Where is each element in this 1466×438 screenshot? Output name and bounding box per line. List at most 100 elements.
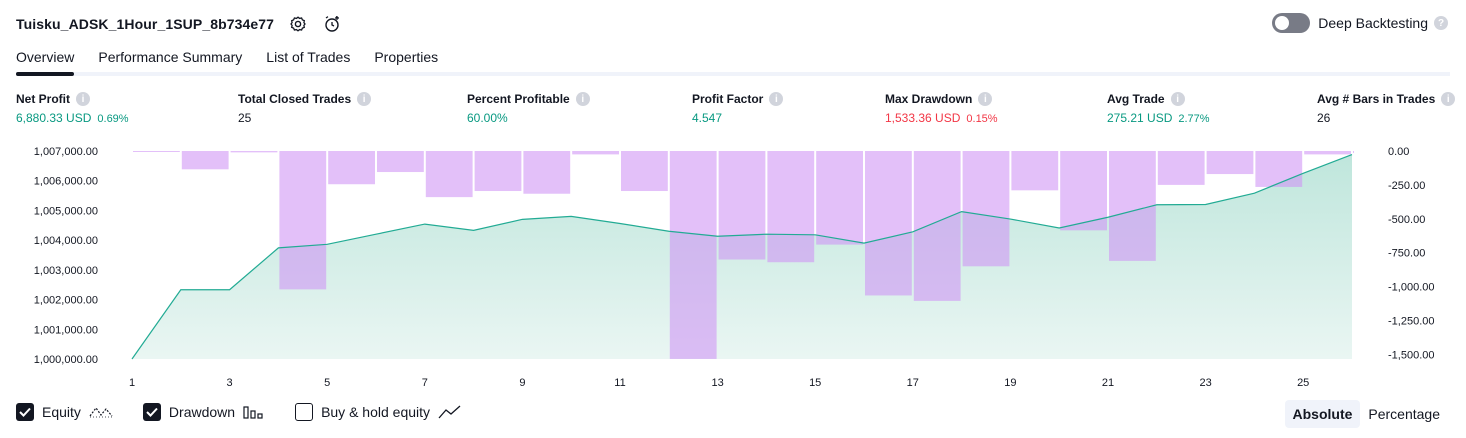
- x-axis-tick-label: 9: [519, 377, 525, 389]
- tab-overview[interactable]: Overview: [16, 44, 75, 76]
- tab-performance-summary[interactable]: Performance Summary: [98, 49, 243, 65]
- x-axis-tick-label: 1: [129, 377, 135, 389]
- x-axis-tick-label: 11: [614, 377, 625, 389]
- legend-label: Buy & hold equity: [321, 404, 431, 420]
- legend-label: Drawdown: [168, 404, 236, 420]
- x-axis-tick-label: 3: [227, 377, 233, 389]
- metric-percent: 0.15%: [966, 113, 998, 125]
- metric-value: 60.00%: [467, 111, 508, 125]
- metric-profit-factor: Profit Factor i 4.547: [692, 92, 784, 125]
- info-icon[interactable]: i: [76, 92, 90, 106]
- drawdown-bar: [230, 151, 278, 153]
- drawdown-bar: [1304, 151, 1351, 155]
- metric-label: Max Drawdown: [885, 92, 973, 106]
- drawdown-bar: [425, 151, 473, 198]
- legend-equity[interactable]: Equity: [16, 403, 113, 421]
- right-axis-tick-label: -1,500.00: [1388, 349, 1434, 361]
- x-axis-tick-label: 5: [324, 377, 330, 389]
- left-axis-tick-label: 1,001,000.00: [34, 324, 98, 336]
- drawdown-bars-icon: [243, 404, 265, 420]
- x-axis-tick-label: 19: [1004, 377, 1016, 389]
- drawdown-bar: [865, 151, 912, 296]
- legend-label: Equity: [42, 404, 81, 420]
- metric-avg-trade: Avg Trade i 275.21 USD 2.77%: [1107, 92, 1210, 125]
- equity-drawdown-chart: 1,000,000.00 1,001,000.00 1,002,000.00 1,00…: [34, 146, 1435, 389]
- x-axis-tick-label: 25: [1297, 377, 1309, 389]
- strategy-title: Tuisku_ADSK_1Hour_1SUP_8b734e77: [16, 16, 275, 32]
- metric-max-drawdown: Max Drawdown i 1,533.36 USD 0.15%: [885, 92, 998, 125]
- metric-value: 25: [238, 111, 252, 125]
- x-axis-tick-label: 13: [711, 377, 723, 389]
- tab-properties[interactable]: Properties: [374, 49, 439, 65]
- drawdown-bar: [328, 151, 375, 185]
- metric-value: 1,533.36 USD: [885, 111, 961, 125]
- right-axis-tick-label: -750.00: [1388, 248, 1425, 260]
- right-axis-tick-label: -1,000.00: [1388, 282, 1434, 294]
- left-axis-tick-label: 1,004,000.00: [34, 235, 98, 247]
- drawdown-bar: [572, 151, 619, 155]
- drawdown-bar: [474, 151, 522, 192]
- info-icon[interactable]: i: [1441, 92, 1456, 106]
- drawdown-bar: [523, 151, 571, 194]
- info-icon[interactable]: i: [357, 92, 372, 106]
- drawdown-bar: [816, 151, 863, 245]
- metric-label: Avg Trade: [1107, 92, 1165, 106]
- settings-icon[interactable]: [288, 14, 308, 34]
- left-axis-tick-label: 1,000,000.00: [34, 354, 98, 366]
- x-axis-tick-label: 23: [1199, 377, 1211, 389]
- x-axis-tick-label: 21: [1102, 377, 1114, 389]
- mode-percentage-button[interactable]: Percentage: [1368, 406, 1440, 422]
- metrics-row: Net Profit i 6,880.33 USD 0.69% Total Clos…: [16, 92, 1456, 132]
- toggle-knob: [1275, 16, 1290, 30]
- x-axis-tick-label: 15: [809, 377, 821, 389]
- buy-hold-line-icon: [438, 404, 462, 420]
- drawdown-bar: [767, 151, 815, 263]
- metric-value: 275.21 USD: [1107, 111, 1173, 125]
- metric-net-profit: Net Profit i 6,880.33 USD 0.69%: [16, 92, 129, 125]
- drawdown-bar: [181, 151, 229, 170]
- left-axis-tick-label: 1,007,000.00: [34, 146, 98, 158]
- mode-absolute-button[interactable]: Absolute: [1284, 400, 1361, 428]
- metric-total-closed-trades: Total Closed Trades i 25: [238, 92, 372, 125]
- tab-bar: Overview Performance Summary List of Tra…: [16, 44, 1450, 76]
- tab-list-of-trades[interactable]: List of Trades: [266, 49, 351, 65]
- drawdown-bar: [669, 151, 717, 359]
- left-axis-tick-label: 1,005,000.00: [34, 205, 98, 217]
- right-axis-tick-label: -1,250.00: [1388, 316, 1434, 328]
- info-icon[interactable]: i: [575, 92, 590, 106]
- deep-backtesting-toggle[interactable]: [1272, 13, 1311, 33]
- info-icon[interactable]: i: [769, 92, 784, 106]
- drawdown-bar: [1011, 151, 1059, 191]
- drawdown-bar: [1353, 151, 1354, 154]
- chart-legend: Equity Drawdown Buy & hold equity: [16, 403, 492, 421]
- drawdown-bar: [1157, 151, 1205, 185]
- left-axis-tick-label: 1,006,000.00: [34, 176, 98, 188]
- metric-label: Total Closed Trades: [238, 92, 352, 106]
- header: Tuisku_ADSK_1Hour_1SUP_8b734e77: [16, 12, 342, 36]
- metric-label: Net Profit: [16, 92, 70, 106]
- metric-percent: 0.69%: [97, 113, 129, 125]
- info-icon[interactable]: i: [978, 92, 993, 106]
- equity-line: [131, 154, 1353, 360]
- help-icon[interactable]: ?: [1434, 16, 1448, 30]
- drawdown-bar: [279, 151, 327, 290]
- drawdown-bar: [962, 151, 1010, 267]
- legend-buy-hold-equity[interactable]: Buy & hold equity: [295, 403, 462, 421]
- buy-hold-checkbox[interactable]: [295, 403, 314, 421]
- deep-backtesting-label: Deep Backtesting: [1318, 15, 1428, 31]
- legend-drawdown[interactable]: Drawdown: [142, 403, 265, 421]
- metric-label: Profit Factor: [692, 92, 764, 106]
- x-axis-tick-label: 7: [422, 377, 428, 389]
- drawdown-bar: [718, 151, 766, 260]
- equity-checkbox[interactable]: [16, 403, 34, 421]
- right-axis-tick-label: 0.00: [1388, 146, 1409, 158]
- right-axis-tick-label: -500.00: [1388, 214, 1425, 226]
- metric-percent: 2.77%: [1178, 113, 1210, 125]
- metric-percent-profitable: Percent Profitable i 60.00%: [467, 92, 590, 125]
- drawdown-bar: [1255, 151, 1303, 187]
- add-alert-icon[interactable]: [322, 14, 342, 34]
- drawdown-checkbox[interactable]: [142, 403, 161, 421]
- left-axis-tick-label: 1,002,000.00: [34, 295, 98, 307]
- drawdown-bar: [1109, 151, 1156, 261]
- info-icon[interactable]: i: [1170, 92, 1185, 106]
